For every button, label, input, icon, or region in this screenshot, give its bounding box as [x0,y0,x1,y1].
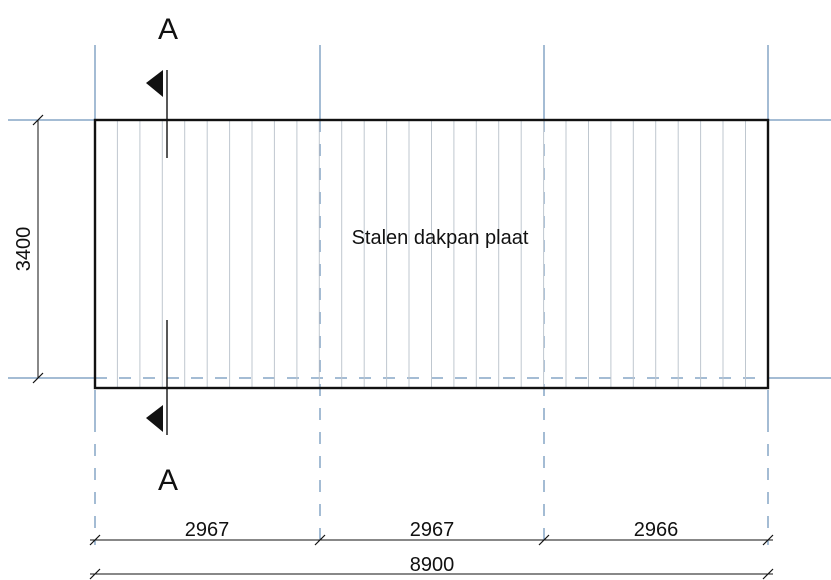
total-dimension-value: 8900 [410,554,455,576]
height-dimension-value: 3400 [13,227,35,272]
height-dimension-line [32,114,44,384]
bay-dimension-1: 2967 [185,519,230,541]
total-dimension-line [89,568,774,580]
horizontal-grid-lines [8,119,831,379]
roof-panel-seams [116,121,746,387]
roof-outline [93,118,770,390]
bay-dimension-line [89,534,774,546]
section-mark-bottom: A [158,464,178,497]
bay-dimension-3: 2966 [634,519,679,541]
vertical-grid-lines [94,45,769,545]
section-arrow-bottom-icon [146,405,163,432]
section-arrow-top-icon [146,70,163,97]
bay-dimension-2: 2967 [410,519,455,541]
material-label: Stalen dakpan plaat [352,227,529,249]
section-mark-top: A [158,13,178,46]
section-cut-a [146,70,168,435]
